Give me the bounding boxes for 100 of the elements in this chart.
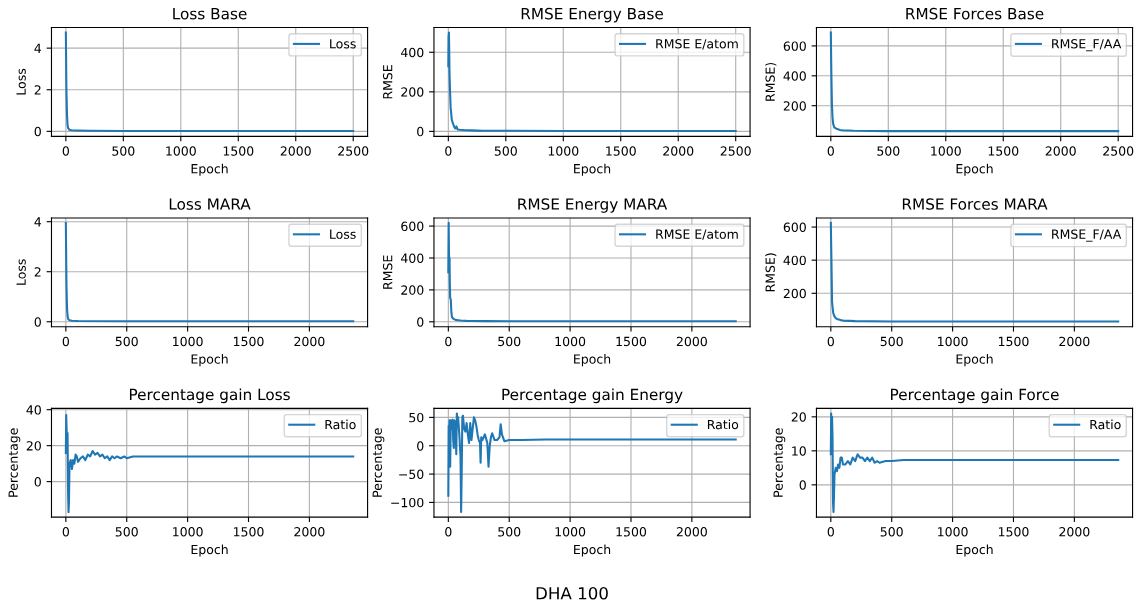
- y-tick-label: 200: [401, 87, 424, 97]
- x-tick-label: 2000: [676, 336, 707, 347]
- x-tick-label: 2000: [1045, 146, 1076, 156]
- x-tick-label: 0: [827, 336, 834, 347]
- y-tick-label: 600: [401, 221, 424, 231]
- chart-title: Percentage gain Loss: [129, 388, 290, 404]
- x-tick-label: 500: [880, 336, 903, 347]
- x-tick-label: 500: [115, 336, 138, 347]
- x-tick-label: 2000: [676, 527, 707, 537]
- y-tick-label: 50: [409, 412, 424, 423]
- y-tick-label: 2: [34, 267, 41, 277]
- line-series: [829, 412, 1120, 514]
- y-tick-label: 0: [799, 480, 806, 490]
- y-tick-label: 0: [417, 441, 424, 451]
- x-tick-label: 2500: [1103, 146, 1134, 156]
- y-tick-label: 0: [417, 317, 424, 327]
- legend-label: Loss: [330, 39, 356, 49]
- legend-label: Ratio: [707, 419, 739, 430]
- y-tick-label: 200: [401, 285, 424, 295]
- x-tick-label: 2000: [663, 146, 694, 156]
- x-tick-label: 1500: [616, 336, 647, 347]
- x-tick-label: 1000: [938, 527, 968, 537]
- legend-label: Loss: [330, 229, 356, 239]
- x-tick-label: 500: [498, 527, 521, 537]
- legend-label: Ratio: [325, 419, 356, 430]
- y-tick-label: 400: [783, 71, 806, 81]
- y-tick-label: −100: [391, 497, 424, 508]
- x-tick-label: 500: [494, 146, 517, 156]
- chart-title: Loss MARA: [169, 198, 251, 210]
- x-tick-label: 2000: [1059, 527, 1090, 537]
- chart-title: RMSE Energy MARA: [518, 198, 668, 213]
- x-tick-label: 1000: [173, 336, 203, 347]
- x-tick-label: 2500: [720, 146, 751, 156]
- x-tick-label: 2000: [294, 336, 325, 347]
- x-axis-title: Epoch: [191, 163, 228, 176]
- x-tick-label: 2000: [280, 146, 311, 156]
- y-axis-title: RMSE: [382, 255, 393, 289]
- line-series: [64, 221, 355, 323]
- x-axis-title: Epoch: [574, 354, 611, 367]
- y-tick-label: 20: [26, 441, 41, 451]
- x-tick-label: 1500: [998, 527, 1029, 537]
- y-tick-label: 0: [34, 126, 41, 137]
- x-axis-title: Epoch: [956, 544, 993, 557]
- y-tick-label: 4: [34, 217, 42, 227]
- y-tick-label: 0: [34, 477, 41, 487]
- x-axis-title: Epoch: [956, 163, 993, 176]
- y-tick-label: 600: [783, 222, 806, 232]
- y-tick-label: 0: [417, 126, 424, 137]
- x-tick-label: 0: [445, 336, 452, 347]
- y-tick-label: 200: [783, 288, 806, 299]
- x-tick-label: 1500: [233, 336, 264, 347]
- y-axis-title: Percentage: [773, 428, 786, 497]
- y-tick-label: 400: [401, 253, 424, 263]
- chart-title: Percentage gain Energy: [502, 388, 683, 404]
- legend-label: Ratio: [1090, 419, 1121, 430]
- line-series: [829, 31, 1120, 133]
- y-axis-title: Loss: [16, 68, 26, 95]
- y-tick-label: 10: [792, 446, 806, 456]
- chart-title: RMSE Forces Base: [906, 7, 1044, 20]
- chart-title: Loss Base: [173, 8, 247, 20]
- x-tick-label: 1000: [548, 146, 579, 156]
- line-series: [447, 221, 737, 323]
- line-series: [829, 221, 1120, 323]
- line-series: [64, 414, 355, 514]
- x-axis-title: Epoch: [956, 354, 993, 367]
- x-tick-label: 1500: [233, 527, 264, 537]
- y-tick-label: 2: [34, 85, 41, 95]
- y-axis-title: RMSE): [765, 62, 777, 101]
- x-tick-label: 0: [62, 146, 69, 156]
- line-series: [447, 31, 737, 133]
- x-tick-label: 2000: [294, 527, 325, 537]
- y-axis-title: Loss: [16, 259, 26, 285]
- x-tick-label: 1000: [166, 146, 196, 156]
- y-tick-label: 20: [791, 412, 806, 422]
- x-tick-label: 1500: [998, 336, 1029, 347]
- x-tick-label: 2500: [338, 146, 369, 156]
- y-tick-label: 600: [783, 41, 806, 51]
- legend-label: RMSE E/atom: [656, 39, 738, 50]
- x-tick-label: 0: [827, 527, 834, 537]
- x-tick-label: 0: [62, 527, 69, 537]
- legend-label: RMSE_F/AA: [1052, 229, 1122, 242]
- x-tick-label: 1000: [173, 527, 203, 537]
- x-tick-label: 0: [62, 336, 69, 347]
- x-tick-label: 1500: [616, 527, 647, 537]
- legend-label: RMSE E/atom: [656, 229, 738, 240]
- x-axis-title: Epoch: [191, 354, 228, 367]
- x-tick-label: 1500: [988, 146, 1019, 156]
- y-axis-title: RMSE: [382, 65, 393, 99]
- chart-title: RMSE Forces MARA: [902, 198, 1048, 210]
- y-tick-label: 40: [26, 405, 41, 415]
- y-tick-label: 400: [401, 47, 424, 58]
- legend-label: RMSE_F/AA: [1052, 39, 1122, 52]
- x-tick-label: 500: [115, 527, 138, 537]
- x-tick-label: 500: [880, 527, 903, 537]
- x-tick-label: 1000: [555, 336, 586, 347]
- x-tick-label: 0: [827, 146, 834, 156]
- chart-title: RMSE Energy Base: [521, 7, 663, 23]
- x-tick-label: 500: [877, 146, 900, 156]
- x-tick-label: 1000: [938, 336, 968, 347]
- x-axis-title: Epoch: [191, 544, 228, 557]
